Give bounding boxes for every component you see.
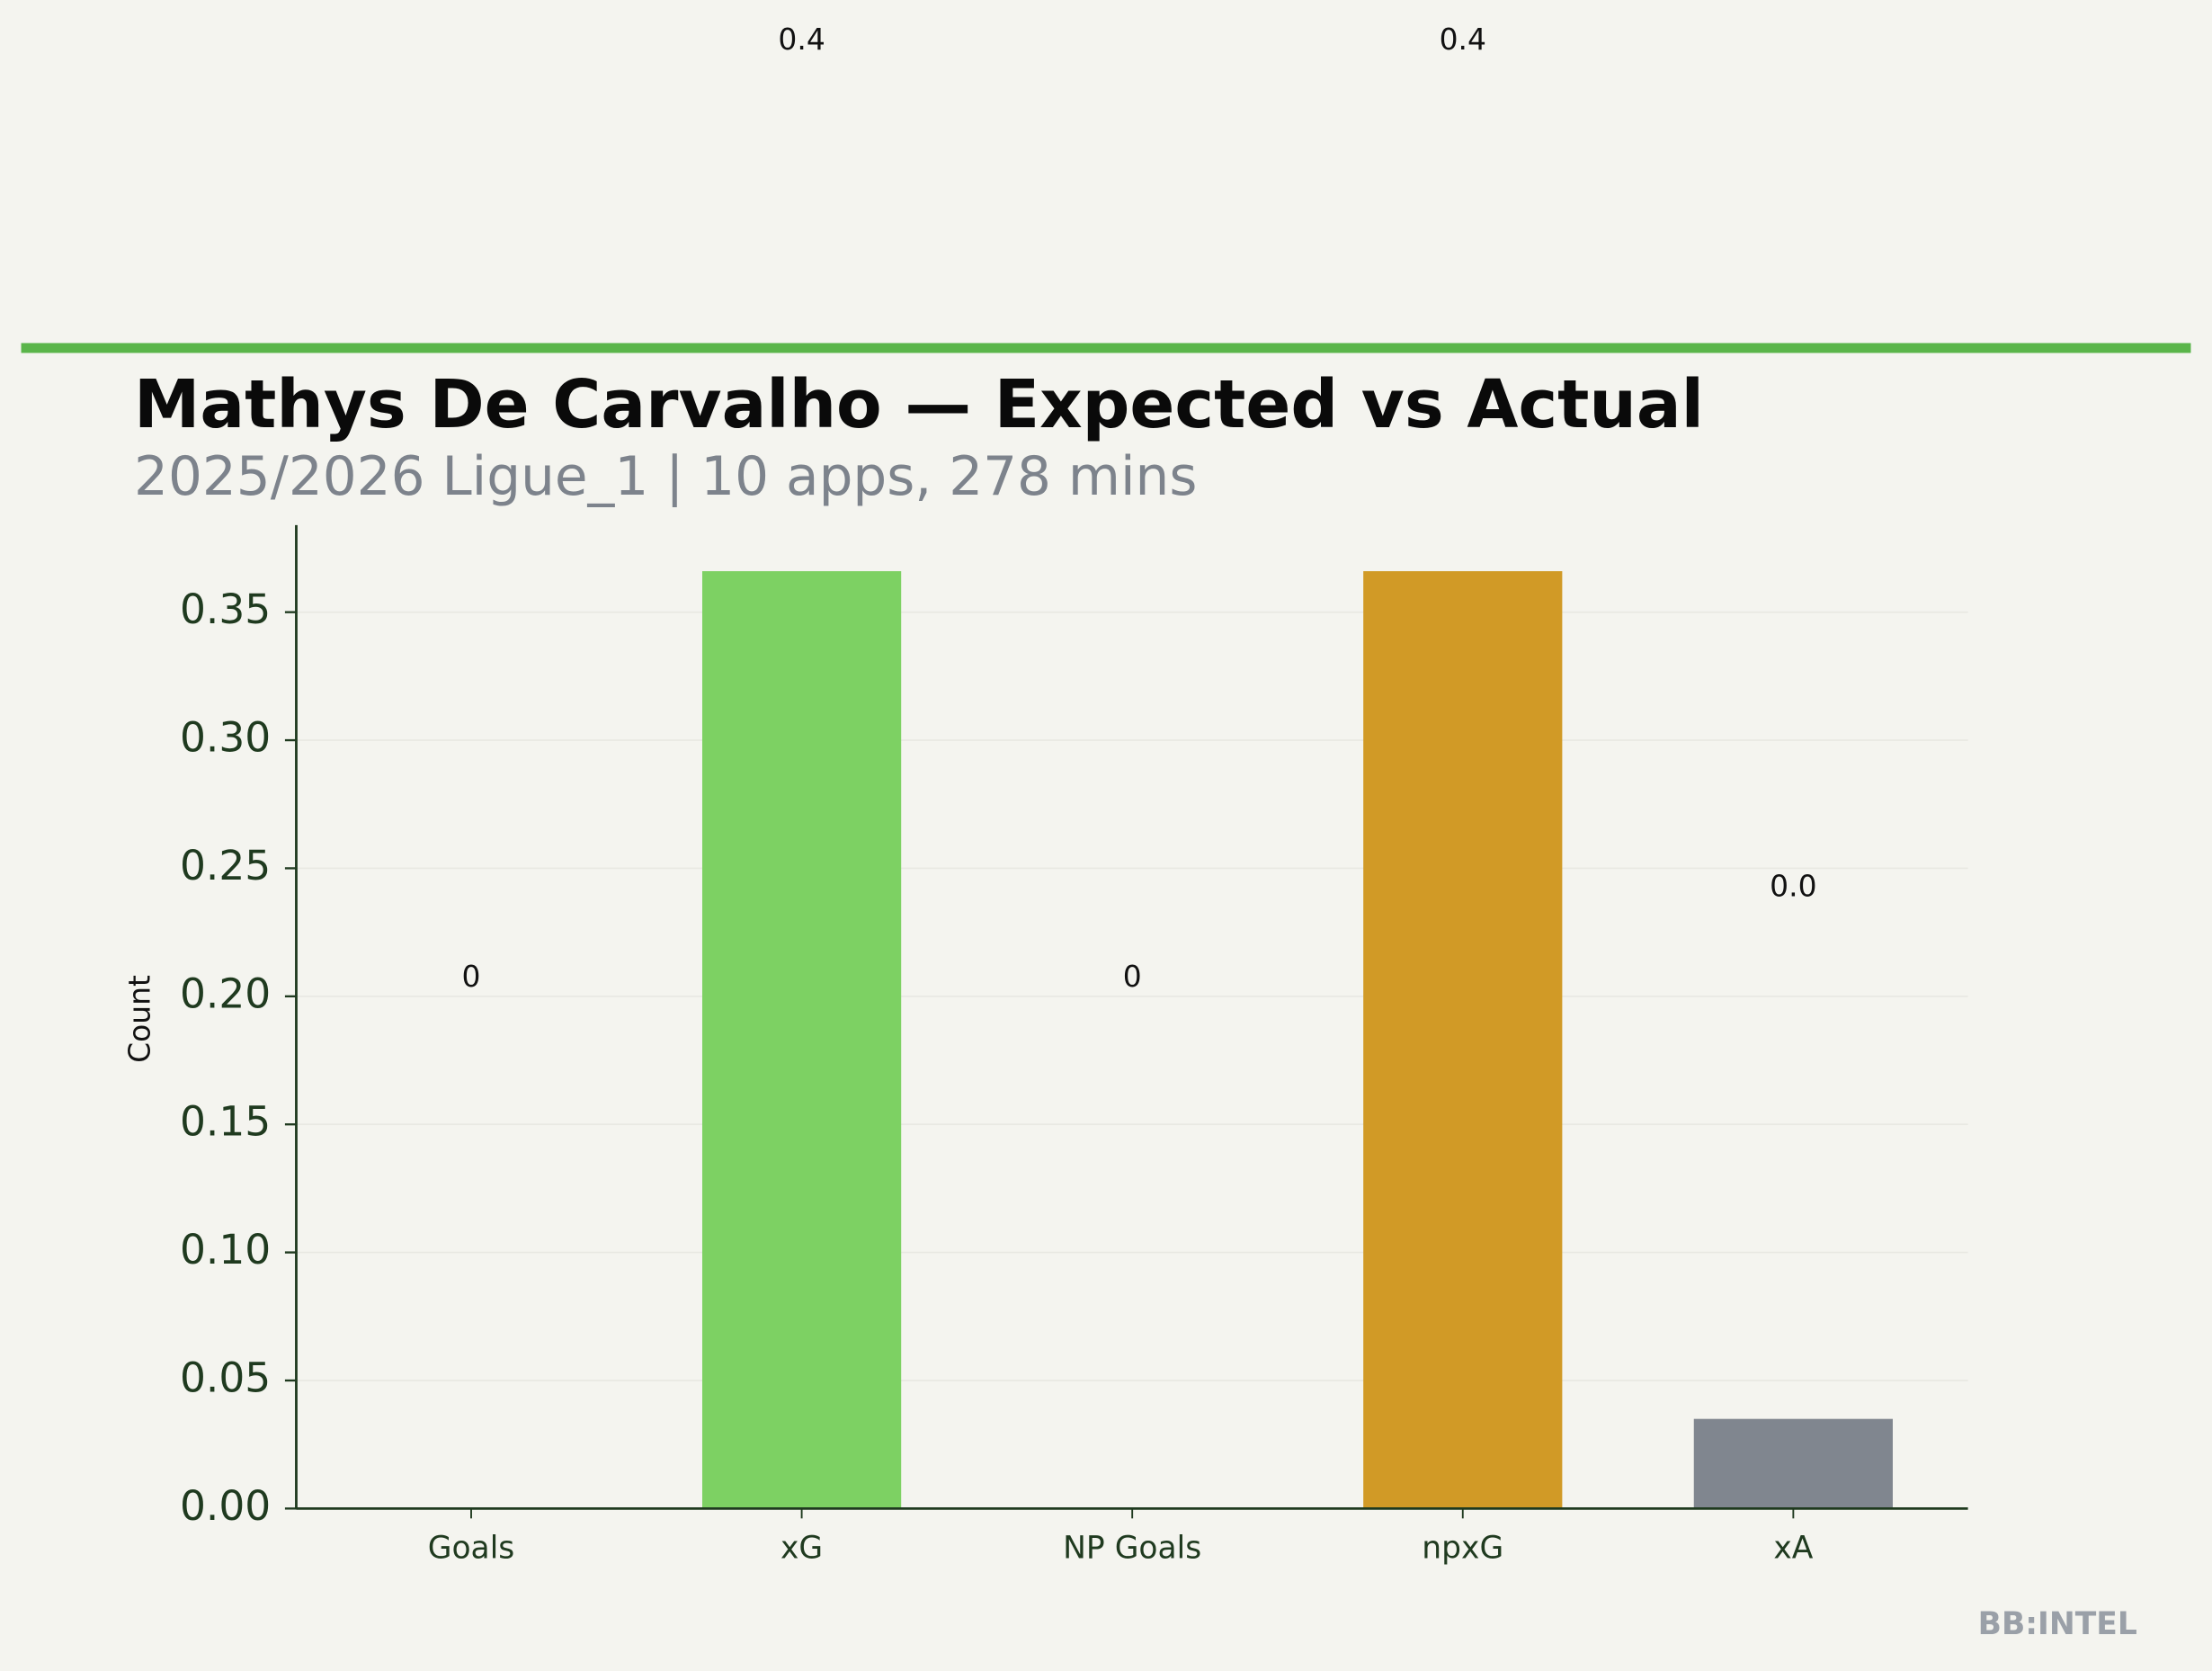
chart-subtitle: 2025/2026 Ligue_1 | 10 apps, 278 mins xyxy=(134,446,1197,508)
value-label: 0.4 xyxy=(1440,22,1486,57)
value-label: 0.0 xyxy=(1770,869,1816,904)
x-tick-label: npxG xyxy=(1422,1530,1503,1566)
y-tick-label: 0.35 xyxy=(180,585,271,633)
y-tick-label: 0.25 xyxy=(180,842,271,889)
y-axis-label: Count xyxy=(121,975,156,1063)
x-tick-label: NP Goals xyxy=(1063,1530,1201,1566)
bar xyxy=(1693,1418,1893,1509)
x-tick-label: xA xyxy=(1773,1530,1813,1566)
y-tick-label: 0.10 xyxy=(180,1226,271,1273)
y-tick-label: 0.30 xyxy=(180,714,271,762)
bar xyxy=(1363,571,1563,1509)
y-tick-label: 0.00 xyxy=(180,1482,271,1530)
bar xyxy=(701,571,902,1509)
x-tick-label: xG xyxy=(780,1530,823,1566)
header-rule xyxy=(21,343,2191,353)
y-tick-label: 0.20 xyxy=(180,970,271,1017)
x-tick-label: Goals xyxy=(428,1530,515,1566)
y-tick-label: 0.15 xyxy=(180,1098,271,1146)
watermark: BB:INTEL xyxy=(1978,1606,2137,1642)
y-tick-label: 0.05 xyxy=(180,1354,271,1401)
value-label: 0 xyxy=(462,959,481,994)
chart-title: Mathys De Carvalho — Expected vs Actual xyxy=(134,367,1704,443)
value-label: 0 xyxy=(1123,959,1142,994)
value-label: 0.4 xyxy=(778,22,825,57)
